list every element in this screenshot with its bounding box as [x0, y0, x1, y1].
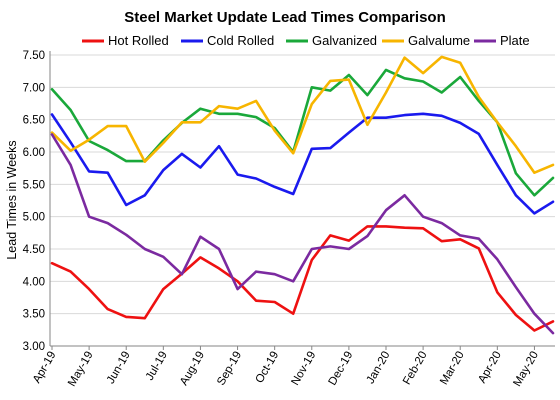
- x-tick-label: May-20: [511, 350, 541, 389]
- series-line-hot-rolled: [50, 225, 555, 332]
- y-tick-label: 6.50: [23, 115, 45, 127]
- y-tick-label: 3.50: [23, 309, 45, 321]
- y-tick-label: 7.00: [23, 82, 45, 94]
- series-line-galvalume: [50, 55, 555, 174]
- y-tick-label: 4.00: [23, 276, 45, 288]
- x-tick-label: Dec-19: [327, 350, 356, 388]
- x-tick-label: May-19: [66, 350, 96, 389]
- series-line-cold-rolled: [50, 112, 555, 215]
- x-tick-label: Jun-19: [105, 350, 133, 386]
- legend-label: Hot Rolled: [108, 33, 169, 48]
- x-tick-label: Feb-20: [401, 350, 430, 388]
- legend-label: Cold Rolled: [207, 33, 274, 48]
- x-tick-label: Nov-19: [289, 350, 318, 388]
- x-tick-label: Mar-20: [438, 350, 467, 388]
- legend-label: Galvanized: [312, 33, 377, 48]
- axes: [49, 51, 555, 347]
- x-tick-label: Apr-20: [476, 350, 504, 386]
- x-tick-label: Sep-19: [215, 350, 244, 388]
- y-tick-label: 7.50: [23, 50, 45, 62]
- x-tick-label: Apr-19: [31, 350, 59, 386]
- y-tick-label: 6.00: [23, 147, 45, 159]
- series-line-galvanized: [50, 68, 555, 197]
- x-tick-label: Aug-19: [178, 350, 207, 388]
- y-tick-label: 5.00: [23, 212, 45, 224]
- x-tick-label: Oct-19: [254, 350, 282, 386]
- x-axis-ticks: Apr-19 May-19 Jun-19 Jul-19 Aug-19 Sep-19 Oct-…: [31, 346, 541, 389]
- y-tick-label: 5.50: [23, 179, 45, 191]
- y-tick-label: 4.50: [23, 244, 45, 256]
- legend-label: Galvalume: [408, 33, 470, 48]
- x-tick-label: Jul-19: [144, 350, 170, 383]
- y-axis-label: Lead Times in Weeks: [5, 140, 19, 259]
- y-axis-ticks: 3.00 3.50 4.00 4.50 5.00 5.50 6.00 6.50 7.00 7.50: [23, 50, 45, 353]
- x-tick-label: Jan-20: [365, 350, 393, 386]
- series-line-plate: [50, 133, 555, 335]
- series-lines: [50, 55, 555, 335]
- legend-label: Plate: [500, 33, 530, 48]
- y-tick-label: 3.00: [23, 341, 45, 353]
- chart-legend: Hot Rolled Cold Rolled Galvanized Galvalume…: [82, 33, 530, 48]
- chart-title: Steel Market Update Lead Times Compariso…: [124, 9, 445, 26]
